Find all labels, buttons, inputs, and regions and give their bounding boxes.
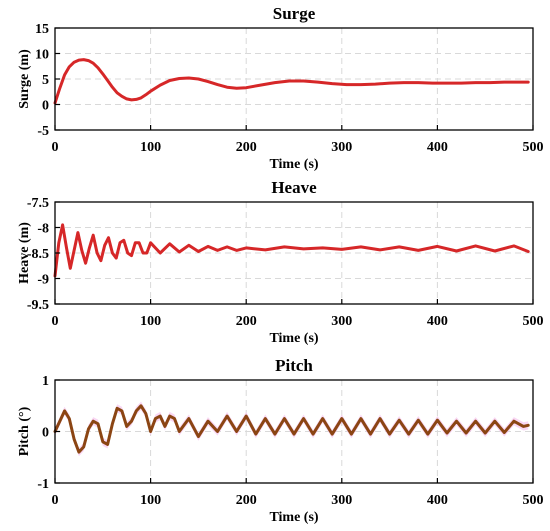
pitch-x-tick-label: 100 — [140, 493, 161, 508]
surge-x-tick-label: 0 — [52, 140, 59, 155]
heave-panel: 0 100 200 300 400 500 -9.5 -9 -8.5 -8 -7.5 Heave Tim… — [17, 178, 544, 346]
pitch-x-tick-label: 0 — [52, 493, 59, 508]
heave-x-tick-label: 400 — [427, 314, 448, 329]
pitch-x-tick-label: 200 — [236, 493, 257, 508]
heave-x-tick-label: 500 — [523, 314, 544, 329]
heave-y-tick-label: -8 — [37, 222, 49, 237]
surge-x-tick-label: 500 — [523, 140, 544, 155]
pitch-y-axis-label: Pitch (°) — [17, 406, 32, 456]
surge-title: Surge — [273, 4, 316, 23]
pitch-y-tick-label: 1 — [42, 374, 49, 389]
heave-x-tick-label: 0 — [52, 314, 59, 329]
surge-y-tick-label: 0 — [42, 99, 49, 114]
pitch-x-tick-label: 400 — [427, 493, 448, 508]
pitch-x-tick-label: 500 — [523, 493, 544, 508]
heave-x-tick-label: 100 — [140, 314, 161, 329]
heave-series-line — [53, 223, 530, 278]
heave-y-axis-label: Heave (m) — [17, 222, 32, 284]
surge-x-tick-label: 400 — [427, 140, 448, 155]
heave-y-tick-label: -9 — [37, 273, 49, 288]
surge-y-tick-label: -5 — [37, 124, 49, 139]
heave-x-axis-label: Time (s) — [269, 331, 318, 346]
heave-title: Heave — [271, 178, 317, 197]
surge-x-tick-label: 200 — [236, 140, 257, 155]
pitch-title: Pitch — [275, 356, 313, 375]
heave-y-tick-label: -7.5 — [27, 196, 49, 211]
surge-y-tick-label: 15 — [35, 22, 49, 37]
surge-x-axis-label: Time (s) — [269, 157, 318, 172]
pitch-y-tick-label: -1 — [37, 477, 49, 492]
heave-x-tick-label: 200 — [236, 314, 257, 329]
surge-x-tick-label: 300 — [331, 140, 352, 155]
surge-y-axis-label: Surge (m) — [17, 49, 32, 109]
pitch-x-tick-label: 300 — [331, 493, 352, 508]
surge-y-tick-label: 5 — [42, 73, 49, 88]
pitch-y-tick-label: 0 — [42, 426, 49, 441]
heave-y-tick-label: -9.5 — [27, 298, 49, 313]
pitch-x-axis-label: Time (s) — [269, 510, 318, 525]
surge-x-tick-label: 100 — [140, 140, 161, 155]
pitch-series-line — [53, 404, 530, 454]
heave-x-tick-label: 300 — [331, 314, 352, 329]
surge-series-line — [53, 58, 530, 105]
heave-y-tick-label: -8.5 — [27, 247, 49, 262]
surge-y-tick-label: 10 — [35, 48, 49, 63]
